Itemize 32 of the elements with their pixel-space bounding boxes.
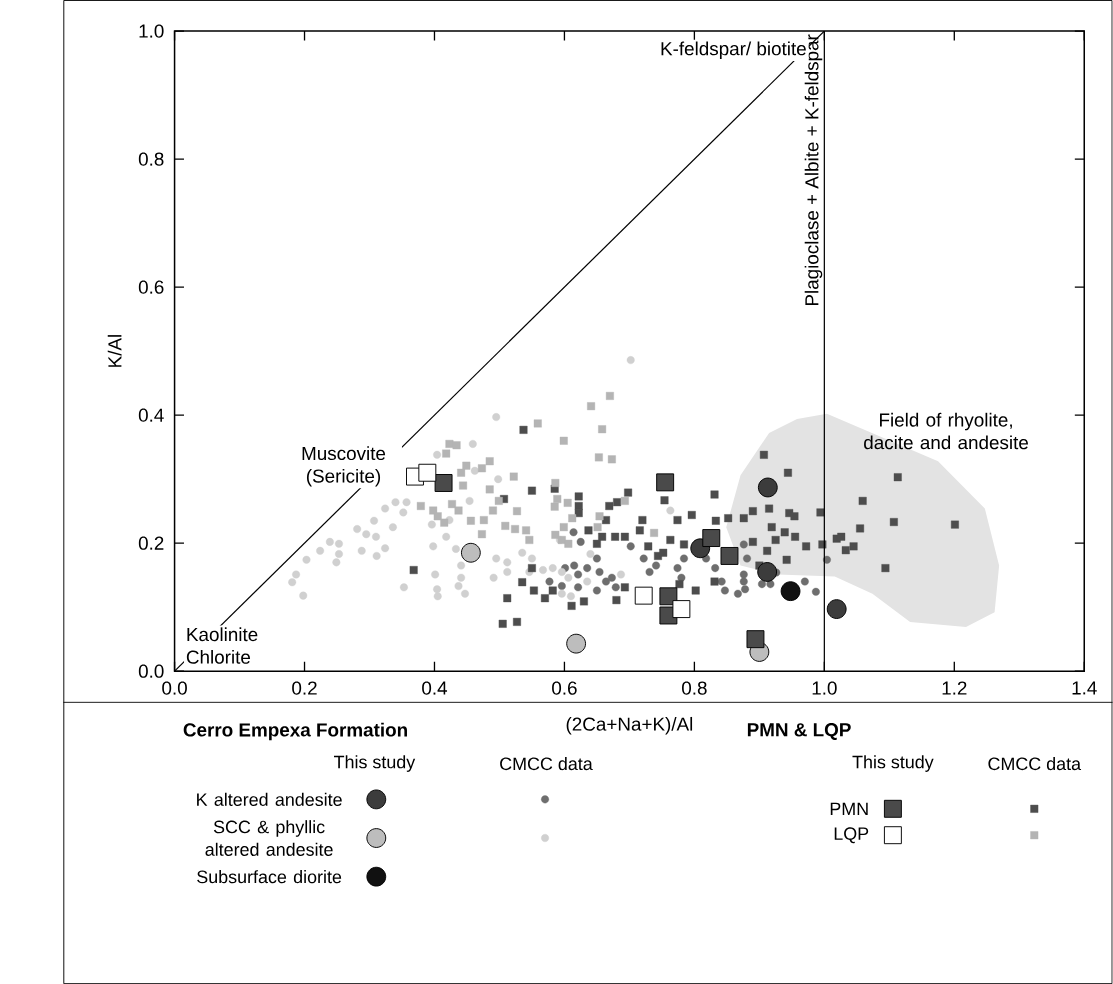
x-tick-label: 0.2 xyxy=(292,681,317,695)
y-axis-title: K/Al xyxy=(107,335,122,367)
x-tick-label: 0.6 xyxy=(552,681,577,695)
y-tick-label: 0.4 xyxy=(138,408,164,422)
y-tick-label: 0.2 xyxy=(138,536,164,550)
text: CMCC data xyxy=(988,756,1082,771)
x-tick-label: 1.0 xyxy=(812,681,837,695)
x-tick-label: 0.4 xyxy=(422,681,448,695)
x-axis-title: (2Ca+Na+K)/Al xyxy=(566,716,693,735)
legend-label: Subsurface diorite xyxy=(197,870,342,884)
x-tick-label: 0.0 xyxy=(162,681,187,695)
legend-title: Cerro Empexa Formation xyxy=(183,722,407,741)
legend-label: SCC & phyllic altered andesite xyxy=(205,820,333,856)
legend-label: K altered andesite xyxy=(197,792,342,806)
annotation: K-feldspar/ biotite xyxy=(661,41,806,60)
text: This study xyxy=(334,755,416,772)
y-tick-label: 0.0 xyxy=(138,664,164,678)
text: PMN & LQP xyxy=(747,723,851,740)
legend-label: PMN xyxy=(830,802,868,815)
text: This study xyxy=(852,755,934,772)
y-tick-label: 0.8 xyxy=(138,152,164,166)
series-label: Field of rhyolite, dacite and andesite xyxy=(864,412,1028,450)
x-tick-label: 0.8 xyxy=(682,681,707,695)
ref-line-label: Plagioclase + Albite + K-feldspar xyxy=(804,34,823,305)
x-tick-label: 1.4 xyxy=(1072,681,1097,695)
legend-label: LQP xyxy=(834,827,869,844)
annotation: Kaolinite Chlorite xyxy=(186,627,258,664)
y-tick-label: 1.0 xyxy=(139,24,164,38)
text: CMCC data xyxy=(500,756,593,771)
y-tick-label: 0.6 xyxy=(138,280,164,294)
annotation: Muscovite (Sericite) xyxy=(302,446,386,487)
x-tick-label: 1.2 xyxy=(942,681,967,695)
